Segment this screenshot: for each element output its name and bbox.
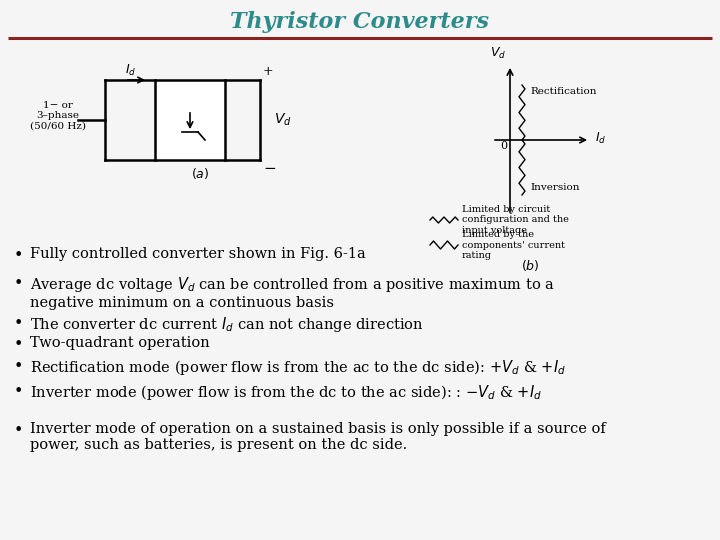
Text: +: + xyxy=(263,65,274,78)
Text: $I_d$: $I_d$ xyxy=(125,63,136,78)
Text: •: • xyxy=(14,247,23,264)
Text: $I_d$: $I_d$ xyxy=(595,131,606,146)
Text: •: • xyxy=(14,336,23,353)
Text: $(a)$: $(a)$ xyxy=(191,166,210,181)
Text: 0: 0 xyxy=(500,141,507,151)
Text: Rectification: Rectification xyxy=(530,87,596,97)
Text: •: • xyxy=(14,315,23,332)
Text: Rectification mode (power flow is from the ac to the dc side): $+V_d$ & $+I_d$: Rectification mode (power flow is from t… xyxy=(30,358,566,377)
Text: 1− or
3–phase
(50/60 Hz): 1− or 3–phase (50/60 Hz) xyxy=(30,101,86,131)
Text: $(b)$: $(b)$ xyxy=(521,258,539,273)
Text: Thyristor Converters: Thyristor Converters xyxy=(230,11,490,33)
Text: •: • xyxy=(14,383,23,400)
Text: $V_d$: $V_d$ xyxy=(274,112,292,128)
Text: Inverter mode of operation on a sustained basis is only possible if a source of
: Inverter mode of operation on a sustaine… xyxy=(30,422,606,452)
Text: Two-quadrant operation: Two-quadrant operation xyxy=(30,336,210,350)
Text: •: • xyxy=(14,422,23,439)
Text: The converter dc current $I_d$ can not change direction: The converter dc current $I_d$ can not c… xyxy=(30,315,423,334)
Text: −: − xyxy=(263,162,276,176)
Text: $V_d$: $V_d$ xyxy=(490,46,506,61)
Text: •: • xyxy=(14,275,23,292)
Text: Inverter mode (power flow is from the dc to the ac side): : $-V_d$ & $+I_d$: Inverter mode (power flow is from the dc… xyxy=(30,383,542,402)
Text: Limited by circuit
configuration and the
input voltage: Limited by circuit configuration and the… xyxy=(462,205,569,235)
Text: •: • xyxy=(14,358,23,375)
Text: Limited by the
components' current
rating: Limited by the components' current ratin… xyxy=(462,230,565,260)
Text: Fully controlled converter shown in Fig. 6-1a: Fully controlled converter shown in Fig.… xyxy=(30,247,366,261)
Text: Average dc voltage $V_d$ can be controlled from a positive maximum to a
negative: Average dc voltage $V_d$ can be controll… xyxy=(30,275,555,310)
Bar xyxy=(155,80,225,160)
Text: Inversion: Inversion xyxy=(530,184,580,192)
